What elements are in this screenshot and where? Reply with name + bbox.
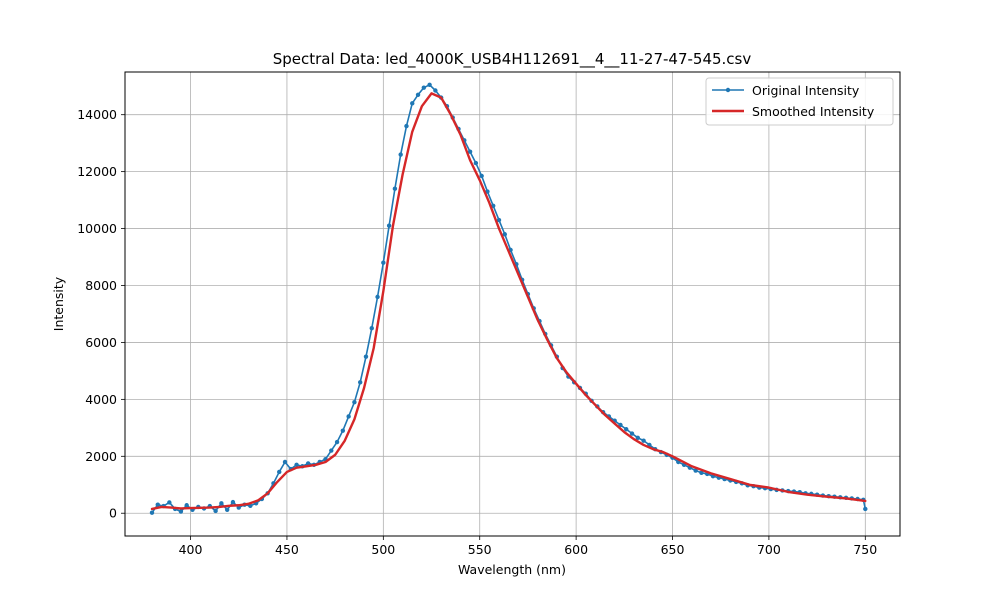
x-tick-label: 650 <box>661 542 685 557</box>
chart-title: Spectral Data: led_4000K_USB4H112691__4_… <box>273 50 752 69</box>
y-tick-label: 2000 <box>85 449 117 464</box>
data-point <box>369 325 374 331</box>
legend-label-smoothed: Smoothed Intensity <box>752 104 875 119</box>
data-point <box>473 160 479 166</box>
data-point <box>213 508 218 514</box>
data-point <box>502 232 507 237</box>
x-tick-label: 700 <box>757 542 781 557</box>
data-point <box>421 85 427 90</box>
data-point <box>635 435 641 440</box>
plot-frame <box>124 71 901 537</box>
x-tick-label: 600 <box>564 542 588 557</box>
data-point <box>294 462 299 468</box>
data-point <box>375 294 380 300</box>
data-point <box>392 186 398 191</box>
data-point <box>219 501 224 506</box>
y-tick-label: 10000 <box>77 221 117 236</box>
data-point <box>624 427 629 432</box>
data-point <box>693 468 698 473</box>
x-tick-label: 550 <box>468 542 492 557</box>
series-line-smoothed-intensity <box>150 92 867 511</box>
legend-marker-original <box>725 87 731 93</box>
data-point <box>352 400 357 405</box>
data-point <box>479 173 484 179</box>
x-axis-label: Wavelength (nm) <box>458 562 566 577</box>
data-point <box>618 422 623 428</box>
data-point <box>496 217 502 223</box>
y-tick-label: 12000 <box>77 164 117 179</box>
data-point <box>410 101 415 106</box>
data-point <box>282 459 288 465</box>
y-tick-label: 0 <box>109 506 117 521</box>
data-point <box>167 500 172 505</box>
series-layer <box>149 82 868 515</box>
axis-ticks: 400 450 500 550 600 650 700 750 0 2000 4000 6000 800… <box>77 107 877 557</box>
plot-area <box>125 72 900 536</box>
legend-label-original: Original Intensity <box>752 83 860 98</box>
data-point <box>363 354 369 359</box>
x-tick-label: 450 <box>275 542 299 557</box>
data-point <box>699 470 704 476</box>
y-axis-label: Intensity <box>51 276 66 331</box>
data-point <box>178 509 184 514</box>
x-tick-label: 400 <box>179 542 203 557</box>
y-tick-label: 4000 <box>85 392 117 407</box>
data-point <box>863 506 868 512</box>
y-tick-label: 6000 <box>85 335 117 350</box>
data-point <box>485 189 490 194</box>
data-point <box>641 438 646 443</box>
data-point <box>184 503 189 508</box>
data-point <box>149 510 155 515</box>
data-point <box>467 149 473 154</box>
legend: Original Intensity Smoothed Intensity <box>705 77 894 126</box>
data-point <box>381 260 386 265</box>
x-tick-label: 750 <box>853 542 877 557</box>
data-point <box>357 380 363 385</box>
data-point <box>329 448 334 453</box>
data-point <box>404 123 409 129</box>
data-point <box>334 439 340 445</box>
data-point <box>629 431 635 436</box>
data-point <box>277 469 282 475</box>
y-tick-label: 14000 <box>77 107 117 122</box>
data-point <box>386 223 392 228</box>
data-point <box>346 414 351 419</box>
x-tick-label: 500 <box>371 542 395 557</box>
data-point <box>433 88 438 93</box>
data-point <box>340 428 346 433</box>
data-point <box>224 507 230 513</box>
data-point <box>415 92 421 97</box>
data-point <box>305 461 311 466</box>
data-point <box>427 82 432 88</box>
y-tick-label: 8000 <box>85 278 117 293</box>
grid-lines <box>125 72 900 536</box>
data-point <box>230 499 236 505</box>
legend-box <box>705 77 894 126</box>
data-point <box>155 502 160 507</box>
data-point <box>398 152 403 157</box>
